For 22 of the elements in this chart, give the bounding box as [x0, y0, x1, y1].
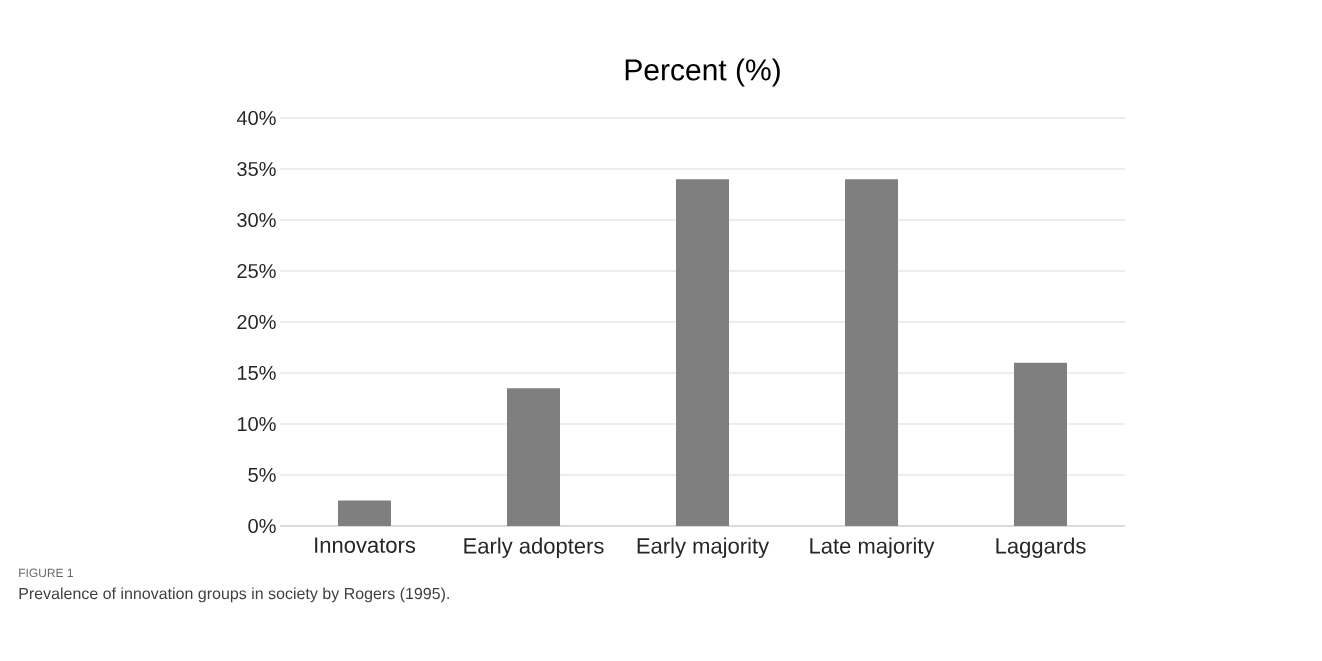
y-tick-label: 0% — [248, 518, 276, 534]
y-tick-label: 5% — [248, 467, 276, 483]
bar — [1014, 362, 1068, 526]
y-tick-label: 40% — [236, 110, 276, 126]
y-tick-label: 10% — [237, 416, 276, 432]
y-tick-label: 25% — [237, 263, 276, 279]
x-tick-label: Laggards — [996, 537, 1086, 559]
y-tick-label: 20% — [237, 314, 276, 330]
bar — [338, 500, 391, 526]
caption: FIGURE 1 — [19, 568, 73, 578]
bar — [845, 179, 899, 526]
bar — [507, 388, 561, 526]
chart-title: Percent (%) — [625, 58, 780, 87]
x-tick-label: Late majority — [810, 537, 935, 559]
x-tick-label: Early majority — [637, 537, 770, 559]
x-tick-label: Early adopters — [464, 537, 604, 559]
x-tick-label: Innovators — [315, 537, 416, 553]
text: Prevalence of innovation groups in society by Rogers (1995). — [19, 587, 449, 603]
y-tick-label: 35% — [237, 161, 276, 177]
bar — [676, 179, 730, 526]
y-tick-label: 30% — [237, 212, 276, 228]
y-tick-label: 15% — [237, 365, 276, 381]
